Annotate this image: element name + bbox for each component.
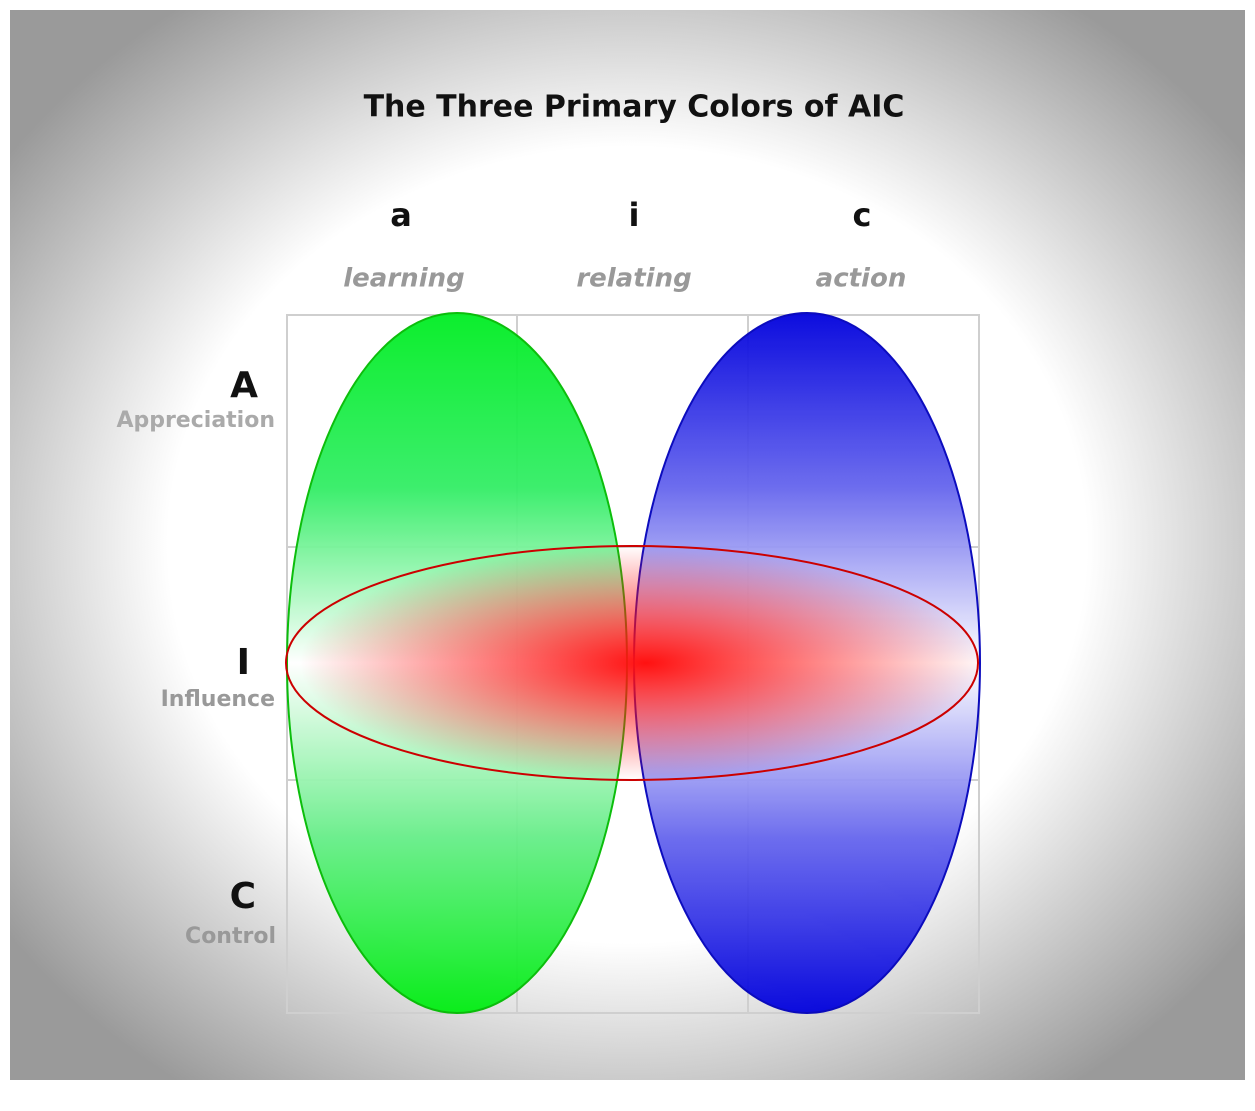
- background: [10, 10, 1245, 1080]
- column-label: relating: [576, 264, 691, 294]
- red-ellipse: [285, 545, 979, 781]
- column-letter: a: [390, 196, 412, 234]
- column-letter: c: [853, 196, 872, 234]
- column-headers: a i c learning relating action: [343, 196, 906, 294]
- row-headers: A Appreciation I Influence C Control: [116, 365, 276, 949]
- row-label: Influence: [161, 687, 275, 712]
- column-label: action: [816, 264, 907, 294]
- row-letter: I: [237, 642, 250, 683]
- row-letter: C: [230, 876, 256, 917]
- column-letter: i: [629, 196, 640, 234]
- row-label: Control: [185, 924, 276, 949]
- column-label: learning: [343, 264, 464, 294]
- title: The Three Primary Colors of AIC: [364, 90, 905, 125]
- row-label: Appreciation: [116, 408, 275, 433]
- row-letter: A: [230, 365, 258, 406]
